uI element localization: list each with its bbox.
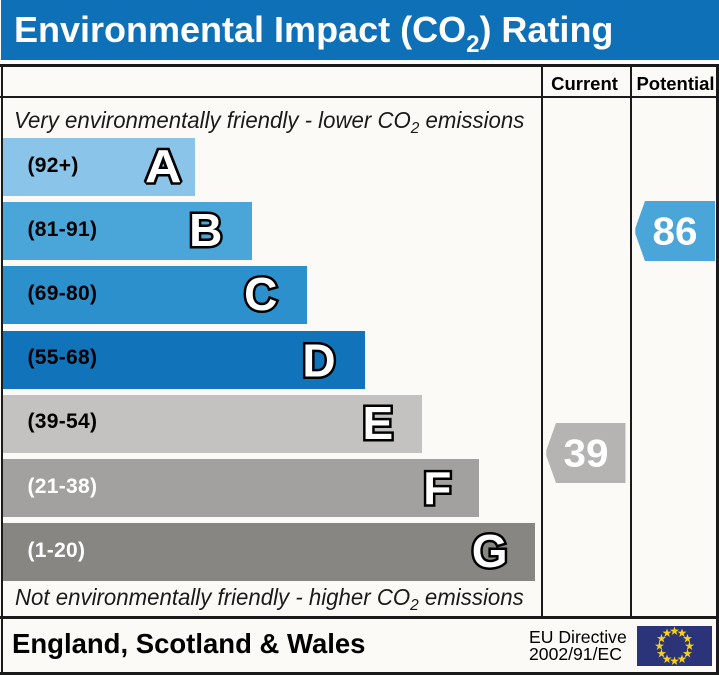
svg-text:86: 86 [652, 211, 697, 254]
svg-text:E: E [363, 397, 394, 449]
svg-text:A: A [145, 140, 182, 192]
svg-text:39: 39 [563, 432, 608, 475]
svg-text:B: B [189, 204, 222, 256]
svg-text:D: D [302, 334, 335, 386]
svg-text:C: C [244, 268, 277, 320]
svg-text:F: F [423, 462, 451, 514]
svg-text:G: G [472, 525, 508, 577]
